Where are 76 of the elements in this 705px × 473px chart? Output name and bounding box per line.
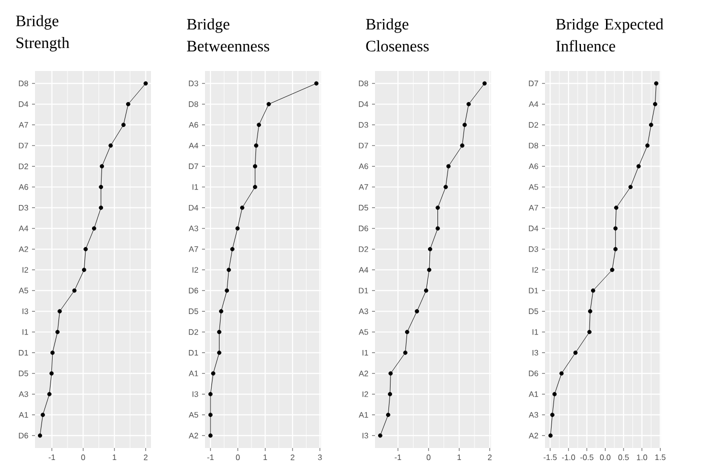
- point: [550, 412, 554, 417]
- point: [217, 350, 222, 355]
- point: [645, 143, 650, 148]
- point: [144, 81, 148, 86]
- point: [446, 164, 451, 168]
- point: [55, 330, 60, 334]
- point: [98, 206, 104, 210]
- point: [82, 268, 86, 272]
- point: [388, 392, 392, 396]
- point: [240, 206, 244, 210]
- point: [211, 371, 216, 376]
- point: [100, 164, 104, 168]
- point: [208, 412, 213, 417]
- point: [460, 143, 464, 148]
- point: [628, 184, 633, 190]
- point: [254, 143, 258, 148]
- point: [427, 268, 432, 272]
- point: [587, 330, 592, 334]
- point: [230, 246, 235, 252]
- point: [388, 371, 393, 376]
- point: [235, 226, 240, 231]
- point: [559, 371, 564, 376]
- point: [217, 330, 222, 334]
- point: [256, 122, 262, 127]
- point: [424, 288, 428, 293]
- point: [436, 226, 440, 231]
- point: [386, 412, 390, 417]
- point: [108, 143, 113, 148]
- point: [613, 246, 618, 252]
- point: [208, 433, 213, 438]
- point: [436, 206, 440, 210]
- point: [444, 184, 448, 190]
- point: [648, 122, 654, 127]
- point: [58, 309, 62, 314]
- point: [49, 371, 54, 376]
- chart-title: Bridge Betweenness: [186, 18, 270, 52]
- point: [428, 246, 432, 252]
- point: [98, 184, 104, 190]
- point: [573, 350, 578, 355]
- point: [47, 392, 52, 396]
- point: [590, 288, 596, 293]
- point: [613, 226, 618, 231]
- point: [552, 392, 557, 396]
- point: [414, 309, 420, 314]
- point: [252, 184, 258, 190]
- point: [610, 268, 614, 272]
- point: [403, 350, 408, 355]
- point: [636, 164, 641, 168]
- point: [219, 309, 224, 314]
- chart-title: Bridge Closeness: [366, 18, 429, 52]
- point: [482, 81, 487, 86]
- point: [38, 433, 42, 438]
- chart-title: Bridge Strength: [16, 15, 70, 52]
- point: [314, 81, 318, 86]
- point: [50, 350, 55, 355]
- point: [652, 102, 658, 106]
- point: [208, 392, 213, 396]
- point: [121, 122, 126, 127]
- point: [126, 102, 130, 106]
- point: [614, 206, 618, 210]
- point: [466, 102, 471, 106]
- point: [84, 246, 88, 252]
- point: [92, 226, 96, 231]
- point: [40, 412, 45, 417]
- point: [226, 268, 231, 272]
- point: [72, 288, 77, 293]
- point: [378, 433, 382, 438]
- point: [654, 81, 658, 86]
- point: [462, 122, 467, 127]
- point: [405, 330, 410, 334]
- chart-title: Bridge Expected Influence: [556, 18, 664, 52]
- point: [548, 433, 553, 438]
- point: [266, 102, 271, 106]
- point: [224, 288, 230, 293]
- point: [252, 164, 258, 168]
- point: [588, 309, 592, 314]
